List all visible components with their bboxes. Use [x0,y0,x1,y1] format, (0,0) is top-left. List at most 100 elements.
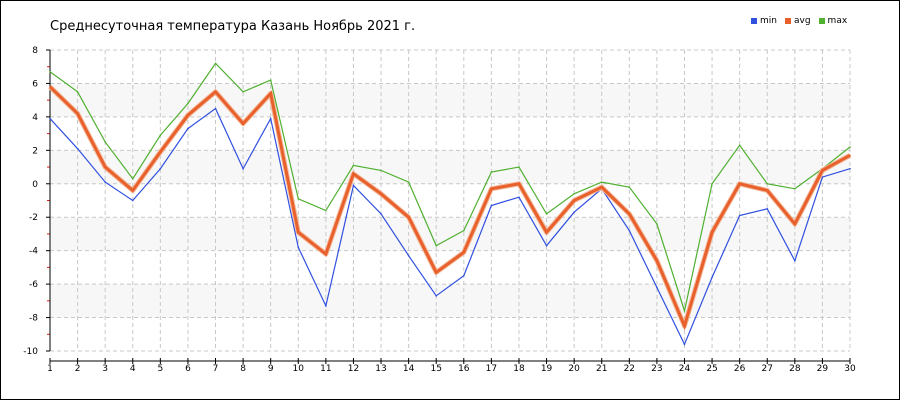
data-point-avg [573,199,575,202]
grid-band [50,217,850,251]
data-point-max [435,244,438,247]
y-tick-label: -6 [29,280,38,290]
data-point-min [462,274,465,277]
x-tick-label: 20 [568,364,580,374]
x-tick-label: 28 [789,364,801,374]
data-point-max [325,209,327,212]
data-point-max [794,187,796,190]
legend-label: avg [793,16,811,26]
data-point-min [849,167,851,170]
x-tick-label: 30 [844,364,856,374]
x-tick-label: 25 [706,364,717,374]
data-point-avg [545,231,548,234]
data-point-min [214,107,217,110]
data-point-min [76,147,79,150]
x-tick-label: 24 [679,364,691,374]
data-point-max [297,198,300,200]
legend-item-avg: avg [784,16,811,26]
y-tick-label: -4 [29,247,38,257]
data-point-avg [738,182,741,185]
data-point-min [131,199,134,202]
data-point-max [683,310,686,312]
data-point-avg [821,169,824,172]
x-tick-label: 21 [596,364,607,374]
x-tick-label: 12 [348,364,359,374]
data-point-avg [49,85,51,88]
data-point-min [490,204,493,207]
series-line-min [49,107,851,346]
data-point-max [738,144,741,147]
x-tick-label: 2 [75,364,81,374]
data-point-avg [656,259,658,262]
x-tick-label: 26 [734,364,746,374]
legend-label: max [827,16,848,26]
y-tick-label: -2 [29,213,38,223]
x-tick-label: 22 [624,364,635,374]
series-line-avg [48,85,851,331]
data-point-max [711,182,713,185]
data-point-avg [490,187,493,190]
data-point-avg [242,122,244,125]
data-point-max [131,177,134,180]
legend-swatch [784,18,791,24]
data-point-max [380,169,382,172]
x-tick-label: 8 [240,364,246,374]
legend-item-min: min [751,16,777,26]
data-point-avg [380,193,382,195]
data-point-avg [628,213,631,215]
legend-item-max: max [818,16,848,26]
data-point-max [518,166,520,168]
y-tick-label: -8 [29,314,38,324]
x-tick-label: 10 [293,364,305,374]
data-point-min [683,343,686,346]
data-point-min [352,184,355,187]
legend-swatch [818,18,825,24]
data-point-max [407,181,410,183]
x-tick-label: 5 [157,364,163,374]
data-point-avg [297,231,300,234]
chart-title: Среднесуточная температура Казань Ноябрь… [50,19,416,34]
data-point-avg [76,112,79,115]
data-point-min [159,167,162,170]
grid-band [50,284,850,318]
data-point-avg [187,114,189,117]
data-point-max [269,79,272,81]
x-tick-label: 15 [430,364,441,374]
data-point-min [187,127,189,130]
data-point-avg [518,182,520,185]
data-point-max [462,229,465,232]
data-point-min [49,117,51,120]
data-point-max [490,171,493,173]
data-point-min [545,244,548,247]
data-point-avg [352,172,355,175]
data-point-min [104,181,106,183]
data-point-avg [104,166,106,168]
data-point-min [766,208,769,210]
series-line-max [49,62,851,314]
data-point-max [573,193,575,195]
x-tick-label: 7 [213,364,219,374]
data-point-max [628,186,631,188]
data-point-avg [325,253,327,255]
y-tick-label: 4 [32,113,38,123]
x-tick-label: 13 [375,364,386,374]
data-point-min [656,286,658,289]
data-point-max [49,70,51,73]
x-tick-label: 3 [102,364,108,374]
y-tick-label: 0 [32,180,38,190]
x-tick-label: 16 [458,364,470,374]
y-tick-label: -10 [23,347,38,357]
x-tick-label: 17 [486,364,497,374]
data-point-avg [435,271,438,274]
data-point-min [269,117,272,120]
data-point-avg [462,251,465,254]
x-tick-label: 27 [762,364,773,374]
data-point-min [738,214,741,217]
data-point-max [104,141,106,143]
data-point-avg [159,151,162,153]
y-tick-label: 8 [32,46,38,56]
legend-swatch [751,18,757,24]
x-tick-label: 1 [47,364,53,374]
data-point-max [352,164,355,167]
